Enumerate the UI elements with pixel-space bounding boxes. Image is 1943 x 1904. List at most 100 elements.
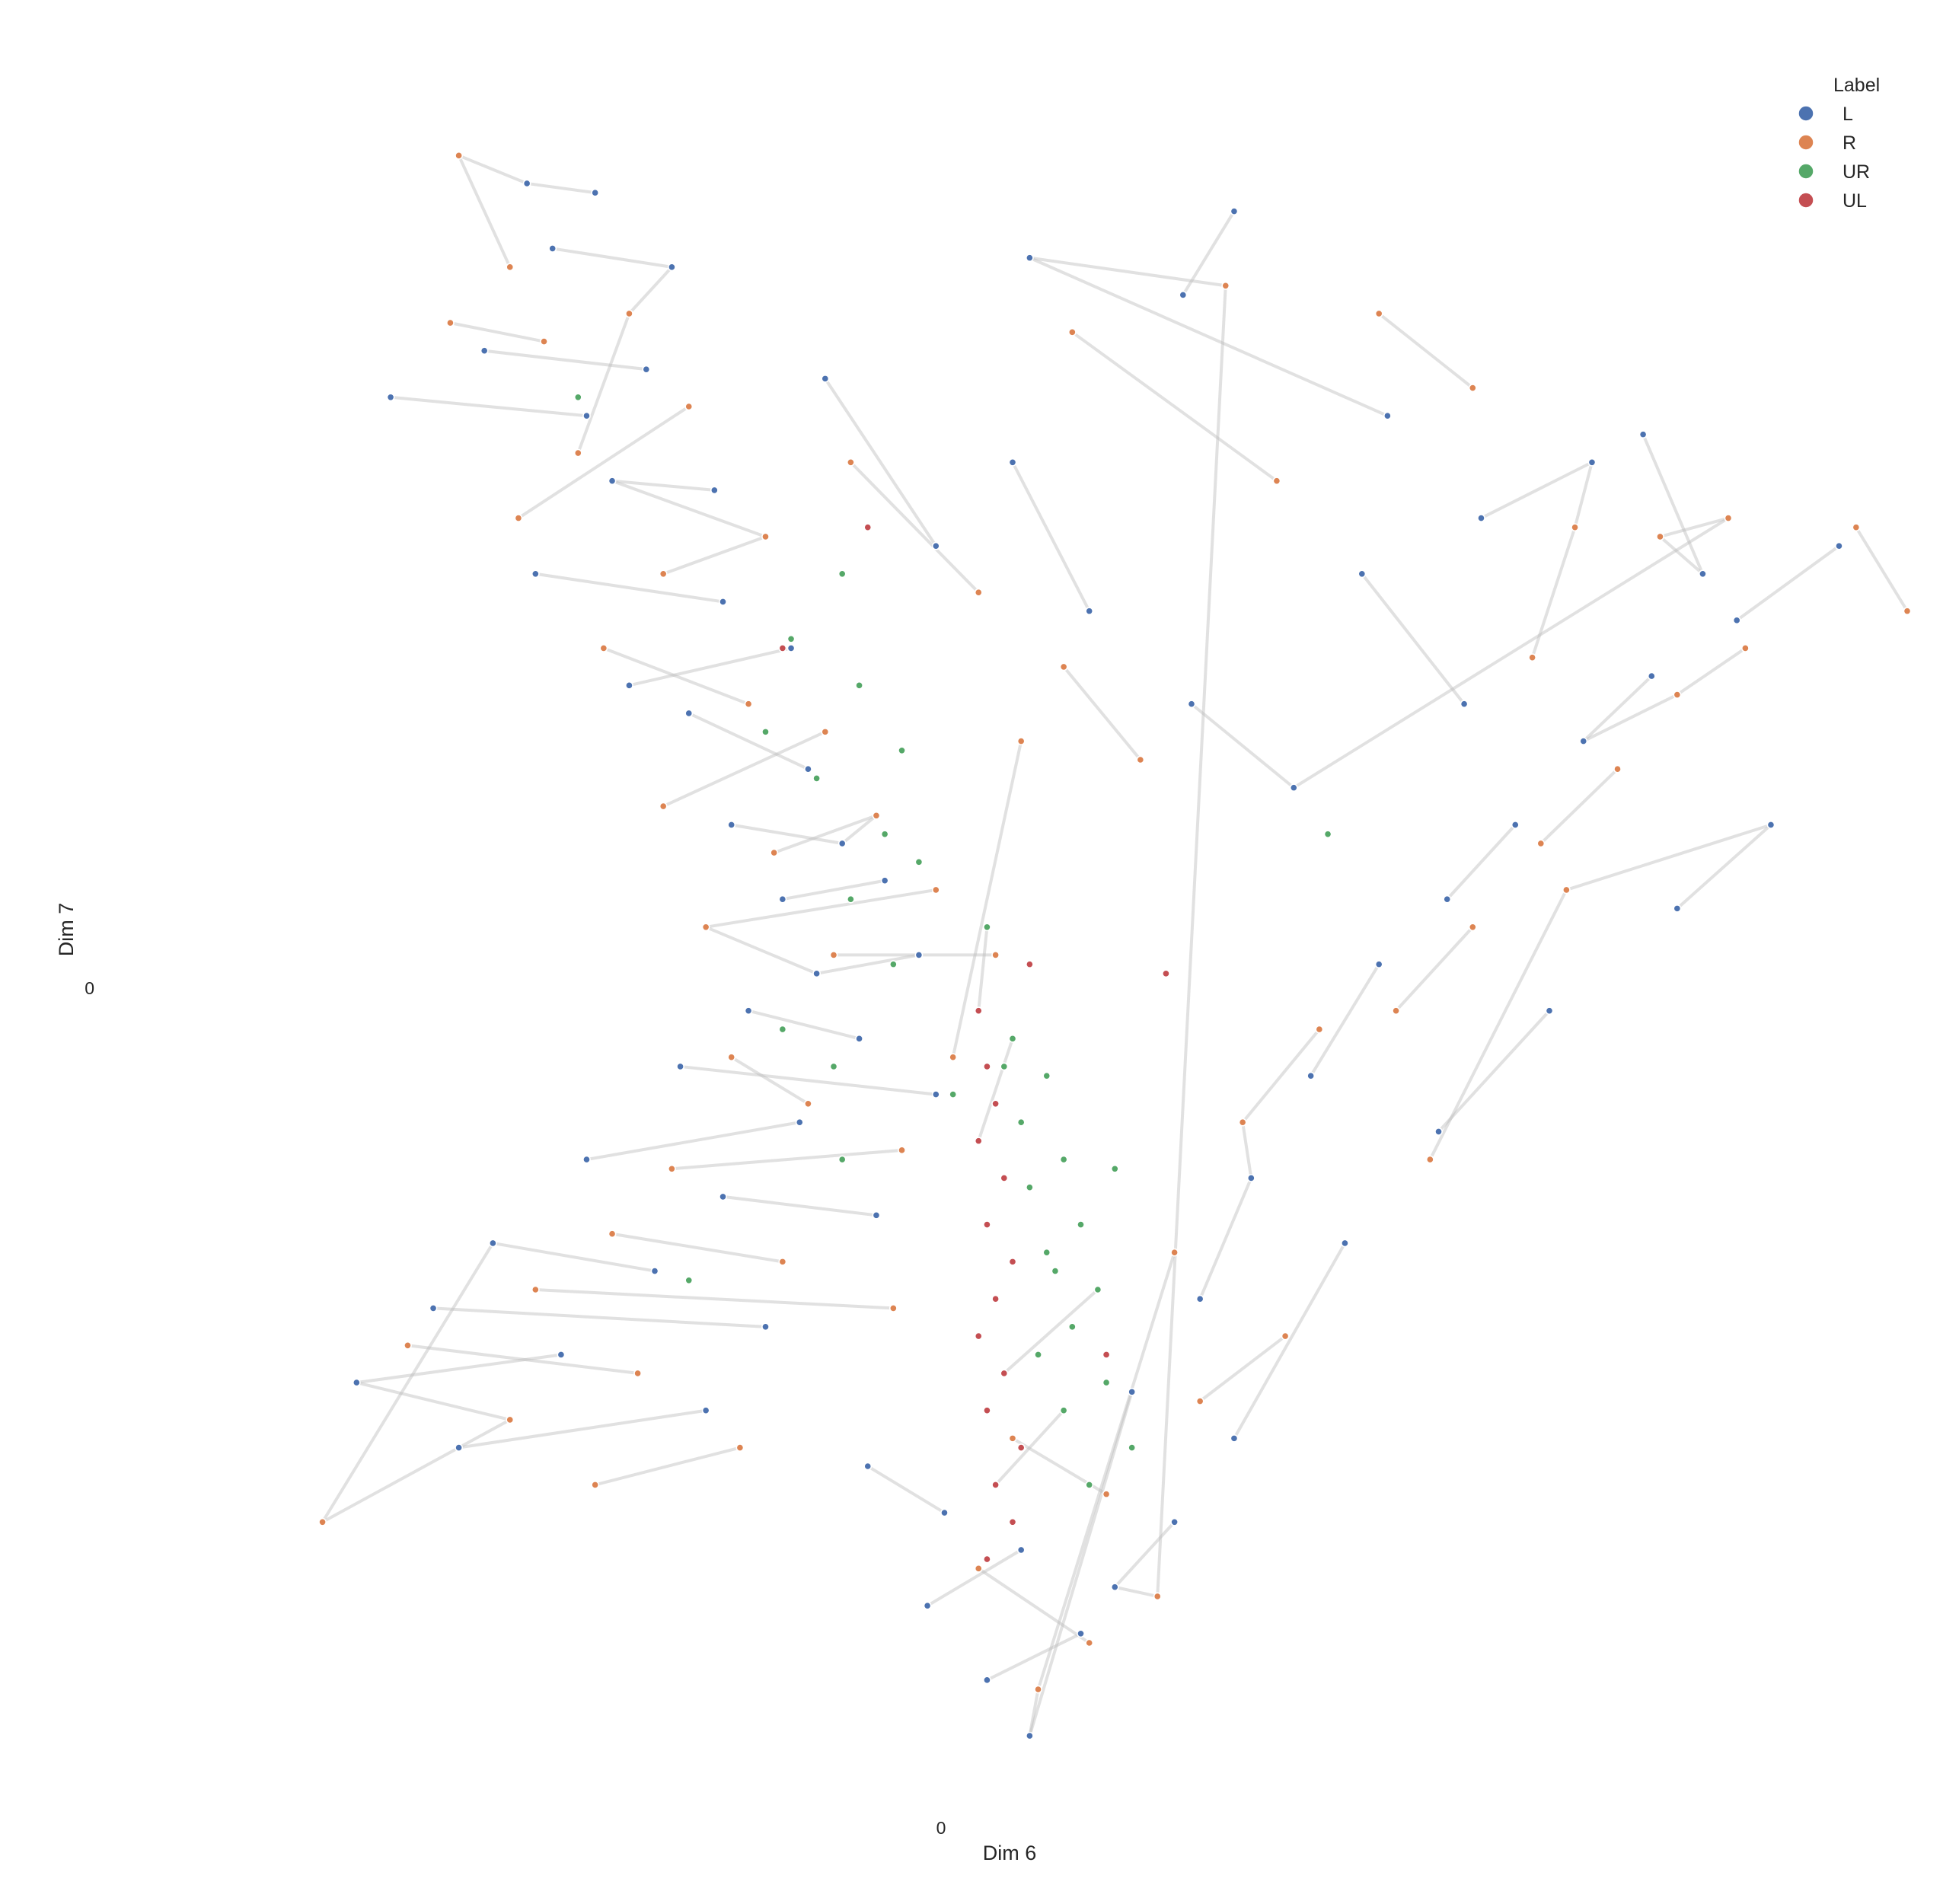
data-point-ur (1067, 1322, 1077, 1332)
data-point-l (855, 1034, 863, 1043)
link-line (390, 395, 587, 418)
data-point-l (940, 1508, 949, 1517)
link-line (1736, 544, 1840, 622)
legend-item-ul: UL (1798, 190, 1867, 212)
data-point-r (599, 644, 608, 652)
data-point-l (1016, 1545, 1026, 1555)
data-point-l (608, 477, 617, 486)
link-line (705, 925, 818, 975)
data-point-r (1085, 1638, 1094, 1647)
data-point-l (1025, 254, 1034, 263)
data-point-r (974, 588, 983, 597)
data-point-l (1341, 1239, 1349, 1248)
link-line (407, 1344, 638, 1375)
link-line (458, 154, 528, 185)
link-line (1437, 1009, 1551, 1133)
data-point-ul (974, 1006, 983, 1016)
data-point-l (931, 1090, 940, 1099)
link-line (816, 953, 920, 975)
data-point-ul (991, 1099, 1000, 1108)
link-line (1428, 889, 1568, 1160)
link-line (1446, 824, 1517, 901)
data-point-l (591, 188, 600, 197)
data-point-l (1699, 569, 1707, 579)
link-line (1480, 461, 1593, 520)
series-ur (573, 393, 1332, 1489)
legend-marker-ur (1798, 163, 1814, 180)
data-point-ur (1085, 1481, 1094, 1489)
data-point-r (1136, 755, 1145, 764)
data-point-l (1835, 541, 1843, 550)
data-point-l (710, 486, 719, 495)
data-point-r (1008, 1434, 1017, 1443)
data-point-ul (778, 644, 787, 652)
data-point-l (1579, 737, 1588, 745)
data-point-r (1170, 1248, 1179, 1257)
link-line (1198, 1177, 1253, 1300)
link-line (1377, 312, 1474, 390)
data-point-ul (983, 1406, 991, 1415)
data-point-r (898, 1146, 906, 1155)
legend-items: LR UR UL (1798, 104, 1870, 212)
data-point-ur (761, 727, 770, 736)
link-line (1395, 926, 1474, 1013)
data-point-ul (983, 1555, 991, 1564)
link-line (927, 1548, 1023, 1607)
data-point-r (446, 318, 455, 327)
data-point-r (1468, 384, 1477, 392)
data-point-r (1724, 514, 1733, 522)
link-line (1530, 527, 1577, 659)
link-line (450, 321, 544, 343)
data-point-ul (983, 1062, 991, 1071)
data-point-l (761, 1322, 770, 1332)
data-point-r (625, 309, 633, 318)
legend-label-r: R (1842, 132, 1856, 154)
data-point-ur (1059, 1155, 1068, 1164)
data-point-r (829, 951, 838, 959)
link-line (493, 1241, 656, 1273)
link-line (672, 1148, 902, 1171)
data-point-ul (1102, 1351, 1111, 1359)
data-point-r (455, 151, 464, 160)
data-point-l (1383, 411, 1392, 420)
data-point-r (1281, 1332, 1290, 1341)
data-point-ur (573, 393, 582, 402)
data-point-l (1170, 1517, 1179, 1526)
x-axis-label: Dim 6 (983, 1842, 1037, 1864)
data-point-r (573, 448, 582, 458)
link-line (321, 1242, 495, 1523)
data-point-ur (846, 895, 855, 904)
data-point-ur (1059, 1406, 1068, 1415)
series-l (352, 179, 1843, 1740)
legend-label-ur: UR (1842, 161, 1870, 183)
data-point-r (761, 532, 770, 541)
data-point-ul (991, 1294, 1000, 1303)
data-point-l (804, 764, 812, 773)
data-point-l (1358, 569, 1367, 579)
data-point-l (1766, 821, 1776, 829)
link-line (356, 1353, 562, 1385)
data-point-r (506, 1415, 515, 1424)
link-line (1676, 823, 1772, 910)
link-line (1028, 1391, 1134, 1737)
data-point-ur (914, 857, 924, 866)
data-point-l (727, 821, 736, 829)
data-point-l (812, 969, 822, 978)
link-line (1003, 1288, 1099, 1375)
link-line (1642, 433, 1705, 575)
data-point-ur (1042, 1248, 1051, 1257)
y-axis-label: Dim 7 (55, 903, 78, 957)
data-point-l (650, 1267, 659, 1275)
data-point-ur (684, 1276, 694, 1285)
link-line (1156, 285, 1227, 1597)
data-point-r (608, 1229, 617, 1239)
data-point-r (659, 802, 668, 811)
data-point-r (1272, 477, 1281, 486)
data-point-r (318, 1517, 327, 1526)
link-line (603, 646, 749, 706)
link-line (986, 1631, 1082, 1682)
series-r (318, 151, 1912, 1694)
link-lines (321, 154, 1909, 1737)
data-point-l (625, 681, 633, 690)
link-line (432, 1306, 766, 1328)
